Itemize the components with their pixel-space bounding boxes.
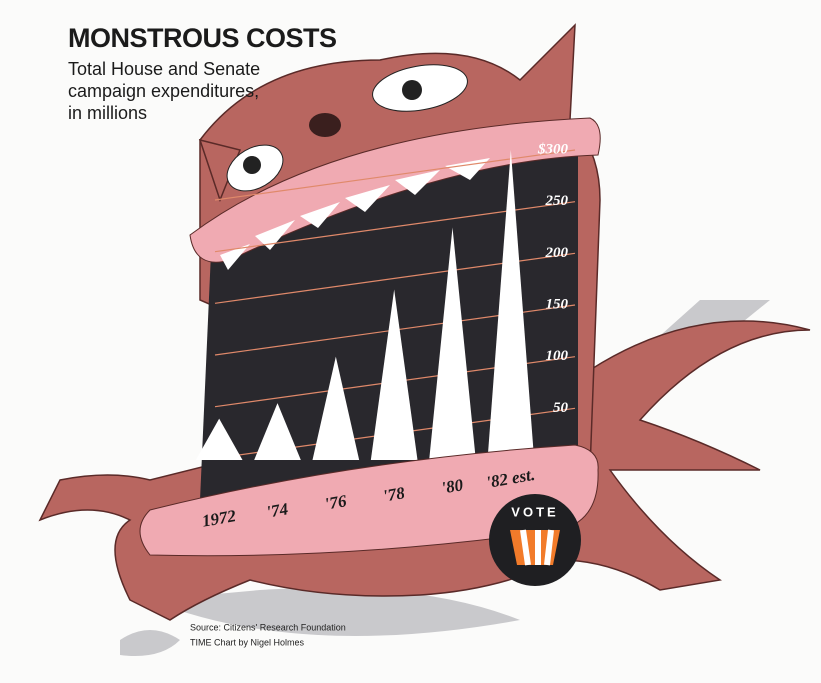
x-tick-label: '80: [440, 475, 465, 498]
y-tick-label: 150: [546, 296, 569, 312]
x-tick-label: '76: [323, 491, 348, 514]
source: Source: Citizens' Research Foundation: [190, 622, 346, 632]
bar: [312, 356, 360, 460]
subtitle: in millions: [68, 103, 147, 123]
y-tick-label: $300: [537, 141, 569, 157]
eyes: [226, 64, 468, 192]
x-tick-label: '78: [382, 483, 407, 506]
badge-text: VOTE: [511, 504, 558, 519]
y-tick-label: 100: [546, 348, 569, 364]
grid-line: [214, 149, 576, 201]
bar: [370, 289, 418, 460]
y-tick-label: 250: [545, 193, 569, 209]
credit: TIME Chart by Nigel Holmes: [190, 637, 305, 647]
x-tick-label: '74: [265, 499, 290, 521]
subtitle: Total House and Senate: [68, 59, 260, 79]
chart-title: MONSTROUS COSTS: [68, 23, 337, 53]
bar: [487, 150, 535, 460]
bar: [254, 403, 301, 460]
vote-badge: VOTE: [489, 494, 581, 586]
y-tick-label: 50: [553, 400, 569, 416]
subtitle: campaign expenditures,: [68, 81, 259, 101]
bar: [429, 227, 476, 460]
y-tick-label: 200: [545, 245, 569, 261]
bar: [195, 418, 243, 460]
lower-lip: [139, 444, 599, 557]
upper-teeth: [220, 158, 490, 270]
